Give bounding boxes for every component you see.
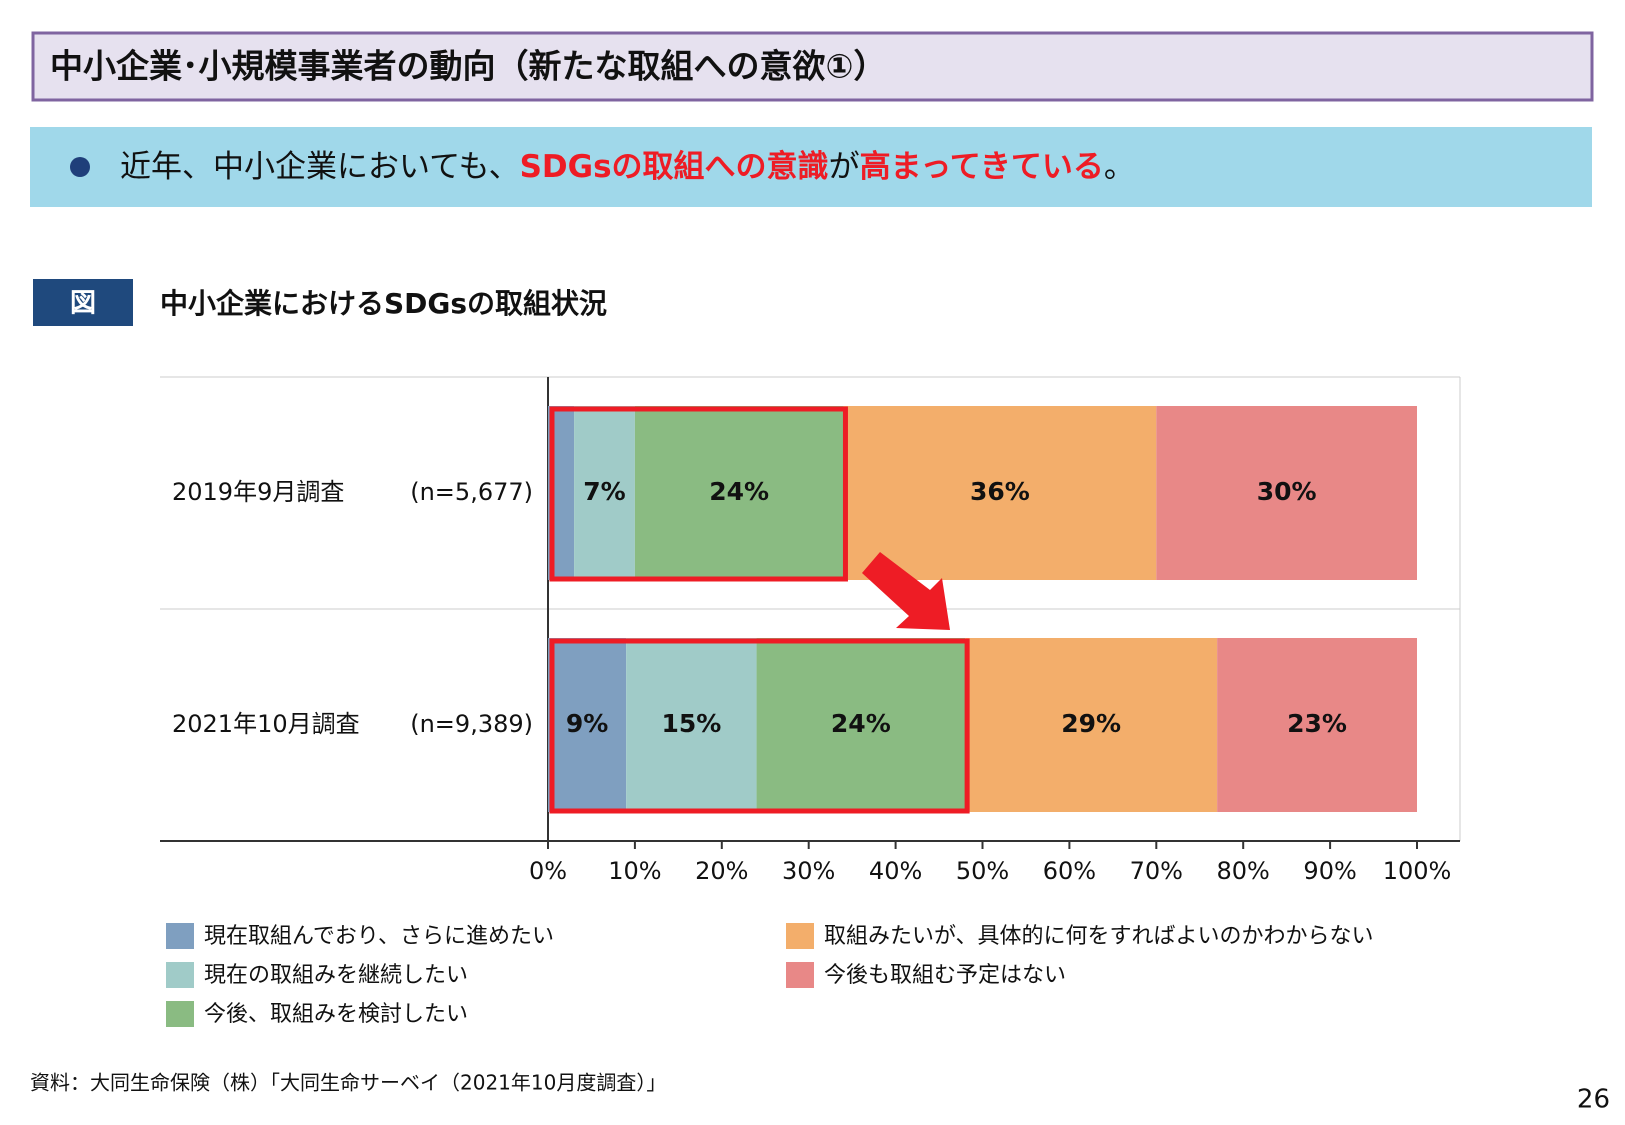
data-label: 9% [566, 709, 608, 738]
legend-swatch [786, 962, 814, 988]
figure-label: 図 [70, 289, 96, 319]
header-title: 中小企業･小規模事業者の動向（新たな取組への意欲①） [50, 47, 886, 86]
bullet-dot [70, 157, 90, 177]
legend-label: 今後、取組みを検討したい [204, 1002, 468, 1027]
x-tick-label: 50% [956, 857, 1009, 885]
bar-segment [548, 638, 627, 812]
data-label: 23% [1287, 709, 1347, 738]
bar-segment [965, 638, 1218, 812]
figure-label-box [33, 279, 133, 326]
bar-segment [626, 638, 757, 812]
x-tick-label: 20% [695, 857, 748, 885]
data-label: 36% [970, 477, 1030, 506]
bullet-bar [30, 127, 1592, 207]
bullet-text: 近年、中小企業においても、SDGsの取組への意識が高まってきている。 [120, 149, 1135, 185]
bar-segment [1156, 406, 1417, 580]
x-tick-label: 80% [1217, 857, 1270, 885]
category-label: 2021年10月調査 [172, 710, 360, 738]
chart: 0% 10% 20% 30% 40% 50% 60% 70% 80% 90% 100% 2019年9月… [160, 376, 1461, 1027]
x-tick-label: 0% [529, 857, 567, 885]
legend-swatch [166, 923, 194, 949]
highlight-box [549, 638, 970, 814]
highlight-box [549, 406, 848, 582]
x-tick-label: 10% [608, 857, 661, 885]
sample-size: (n=9,389) [410, 710, 533, 738]
legend-label: 取組みたいが、具体的に何をすればよいのかわからない [824, 924, 1374, 949]
legend-swatch [166, 962, 194, 988]
bar-segment [756, 638, 966, 812]
data-label: 24% [831, 709, 891, 738]
legend-label: 現在取組んでおり、さらに進めたい [204, 924, 554, 949]
x-tick-label: 40% [869, 857, 922, 885]
data-label: 7% [583, 477, 625, 506]
bullet-segment: 近年、中小企業においても、 [120, 149, 520, 185]
arrow [862, 552, 950, 630]
data-label: 29% [1061, 709, 1121, 738]
bar-segment [634, 406, 844, 580]
legend-label: 今後も取組む予定はない [824, 963, 1066, 988]
bullet-segment: SDGsの取組への意識 [520, 149, 829, 185]
legend-swatch [786, 923, 814, 949]
data-label: 24% [709, 477, 769, 506]
bullet-segment: が [829, 149, 860, 185]
x-tick-label: 60% [1043, 857, 1096, 885]
bar-segment [1217, 638, 1417, 812]
data-label: 30% [1257, 477, 1317, 506]
x-tick-label: 90% [1303, 857, 1356, 885]
header-box [31, 31, 1594, 102]
x-tick-label: 100% [1383, 857, 1452, 885]
legend-swatch [166, 1001, 194, 1027]
legend-label: 現在の取組みを継続したい [204, 963, 468, 988]
source: 資料：大同生命保険（株）「大同生命サーベイ（2021年10月度調査）」 [30, 1071, 666, 1095]
bullet-segment: 高まってきている [860, 149, 1104, 185]
category-label: 2019年9月調査 [172, 478, 344, 506]
bar-segment [574, 406, 635, 580]
page-number: 26 [1577, 1085, 1610, 1115]
x-tick-label: 70% [1130, 857, 1183, 885]
sample-size: (n=5,677) [410, 478, 533, 506]
chart-title: 中小企業におけるSDGsの取組状況 [160, 287, 607, 320]
bullet-segment: 。 [1104, 149, 1135, 185]
bar-segment [843, 406, 1157, 580]
data-label: 15% [661, 709, 721, 738]
x-tick-label: 30% [782, 857, 835, 885]
